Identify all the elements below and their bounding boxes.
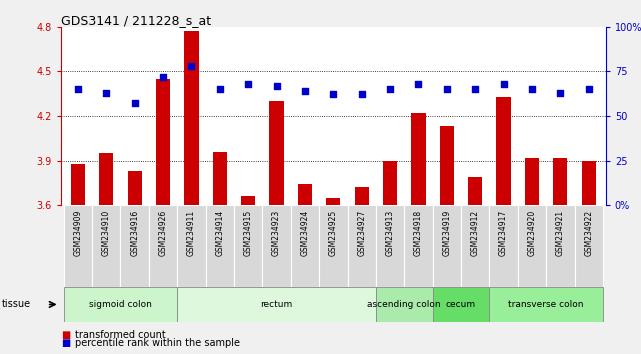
Text: tissue: tissue	[1, 299, 30, 309]
Text: GSM234919: GSM234919	[442, 209, 451, 256]
Text: GSM234917: GSM234917	[499, 209, 508, 256]
Point	[413, 81, 424, 87]
Text: GSM234911: GSM234911	[187, 209, 196, 256]
Point	[300, 88, 310, 94]
Point	[243, 81, 253, 87]
Point	[499, 81, 509, 87]
Bar	[92, 205, 121, 287]
Text: sigmoid colon: sigmoid colon	[89, 300, 152, 309]
Bar	[468, 177, 482, 205]
Point	[356, 92, 367, 97]
Point	[470, 86, 480, 92]
Text: GSM234925: GSM234925	[329, 209, 338, 256]
Bar	[269, 101, 284, 205]
Text: GSM234915: GSM234915	[244, 209, 253, 256]
Text: ■: ■	[61, 330, 70, 339]
Text: GSM234913: GSM234913	[386, 209, 395, 256]
Text: GSM234926: GSM234926	[158, 209, 167, 256]
Bar	[326, 198, 340, 205]
Text: GSM234914: GSM234914	[215, 209, 224, 256]
Bar	[518, 205, 546, 287]
Text: GSM234918: GSM234918	[414, 209, 423, 256]
Bar	[178, 287, 376, 322]
Bar	[156, 79, 170, 205]
Bar	[262, 205, 291, 287]
Point	[187, 63, 197, 69]
Text: GSM234922: GSM234922	[584, 209, 593, 256]
Bar	[213, 152, 227, 205]
Text: transverse colon: transverse colon	[508, 300, 584, 309]
Text: cecum: cecum	[446, 300, 476, 309]
Point	[271, 83, 281, 88]
Text: GSM234923: GSM234923	[272, 209, 281, 256]
Bar	[347, 205, 376, 287]
Point	[158, 74, 168, 79]
Text: transformed count: transformed count	[75, 330, 166, 339]
Bar	[234, 205, 262, 287]
Bar	[404, 205, 433, 287]
Bar	[121, 205, 149, 287]
Text: ■: ■	[61, 338, 70, 348]
Point	[442, 86, 452, 92]
Bar	[440, 126, 454, 205]
Bar	[489, 287, 603, 322]
Point	[101, 90, 112, 96]
Bar	[553, 158, 567, 205]
Text: rectum: rectum	[260, 300, 293, 309]
Bar	[319, 205, 347, 287]
Text: GSM234921: GSM234921	[556, 209, 565, 256]
Bar	[461, 205, 489, 287]
Bar	[185, 31, 199, 205]
Text: GSM234910: GSM234910	[102, 209, 111, 256]
Point	[215, 86, 225, 92]
Bar	[354, 188, 369, 205]
Point	[129, 101, 140, 106]
Point	[555, 90, 565, 96]
Bar	[149, 205, 178, 287]
Text: GSM234920: GSM234920	[528, 209, 537, 256]
Bar	[433, 205, 461, 287]
Bar	[574, 205, 603, 287]
Point	[583, 86, 594, 92]
Text: GSM234912: GSM234912	[470, 209, 479, 256]
Bar	[291, 205, 319, 287]
Bar	[178, 205, 206, 287]
Bar	[497, 97, 511, 205]
Bar	[376, 205, 404, 287]
Point	[73, 86, 83, 92]
Text: GSM234924: GSM234924	[301, 209, 310, 256]
Text: GSM234909: GSM234909	[74, 209, 83, 256]
Bar	[298, 184, 312, 205]
Bar	[63, 287, 178, 322]
Text: GSM234916: GSM234916	[130, 209, 139, 256]
Bar	[546, 205, 574, 287]
Bar	[376, 287, 433, 322]
Bar	[525, 158, 539, 205]
Bar	[241, 196, 255, 205]
Bar	[71, 164, 85, 205]
Bar	[206, 205, 234, 287]
Bar	[581, 161, 596, 205]
Bar	[63, 205, 92, 287]
Text: percentile rank within the sample: percentile rank within the sample	[75, 338, 240, 348]
Bar	[433, 287, 489, 322]
Text: ascending colon: ascending colon	[367, 300, 441, 309]
Point	[527, 86, 537, 92]
Point	[385, 86, 395, 92]
Point	[328, 92, 338, 97]
Bar	[128, 171, 142, 205]
Bar	[412, 113, 426, 205]
Bar	[383, 161, 397, 205]
Bar	[489, 205, 518, 287]
Bar	[99, 153, 113, 205]
Text: GSM234927: GSM234927	[357, 209, 366, 256]
Text: GDS3141 / 211228_s_at: GDS3141 / 211228_s_at	[61, 14, 211, 27]
